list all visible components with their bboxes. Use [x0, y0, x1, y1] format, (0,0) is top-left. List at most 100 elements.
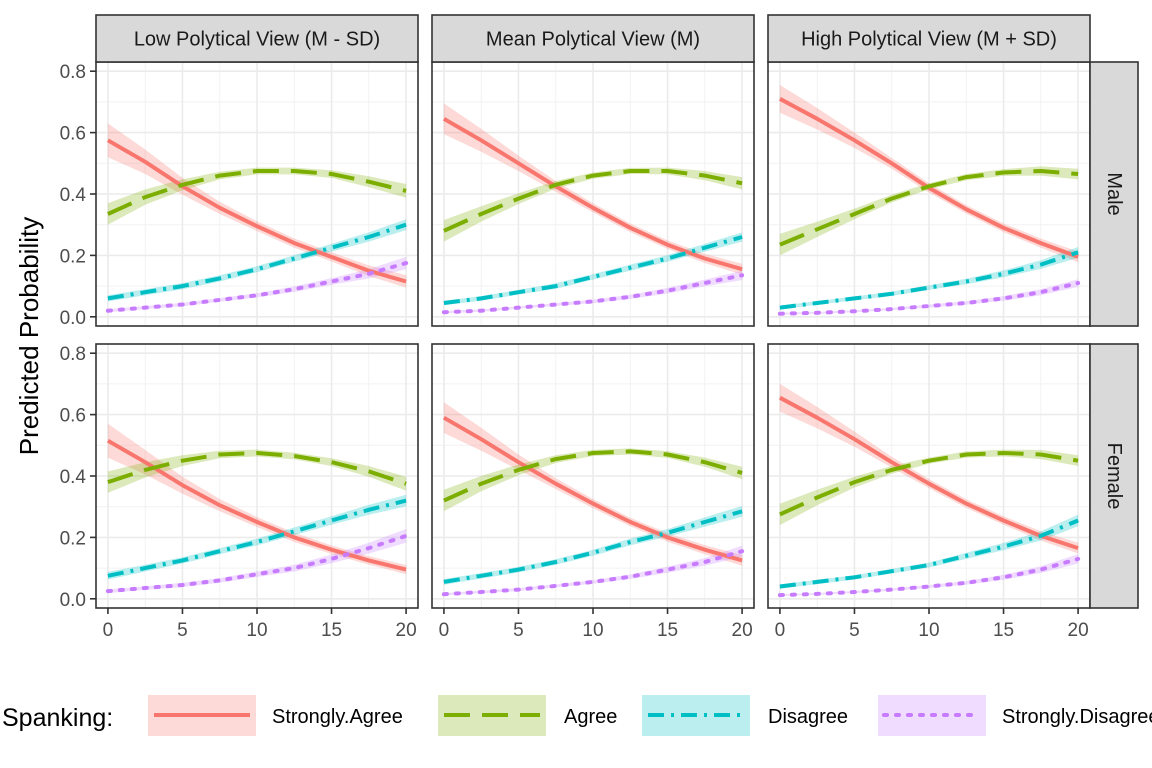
series-line-strongly-disagree	[105, 533, 409, 594]
panel-female-high-polytical-view-m-sd	[767, 343, 1091, 609]
y-tick-label: 0.6	[60, 406, 86, 427]
ci-band-agree	[779, 166, 1079, 256]
x-tick-label: 20	[732, 620, 753, 641]
series-line-disagree	[107, 222, 407, 301]
y-tick-label: 0.4	[60, 467, 87, 488]
panel-female-low-polytical-view-m-sd	[95, 343, 419, 609]
legend-item-agree: Agree	[438, 695, 617, 736]
legend: Spanking: Strongly.Agree Agree Disagree Str…	[2, 695, 1152, 736]
y-tick-label: 0.0	[60, 590, 86, 611]
legend-label: Strongly.Disagree	[1002, 706, 1152, 728]
legend-item-strongly-agree: Strongly.Agree	[148, 695, 403, 736]
legend-title: Spanking:	[2, 704, 113, 732]
ci-band-disagree	[443, 232, 743, 306]
strip-background	[95, 14, 419, 63]
series-line-disagree	[107, 498, 407, 578]
series-line-agree	[107, 169, 407, 216]
strip-label: Male	[1103, 172, 1125, 215]
x-tick-label: 0	[439, 620, 450, 641]
legend-item-strongly-disagree: Strongly.Disagree	[878, 695, 1152, 736]
strip-background	[767, 14, 1091, 63]
series-line-agree	[779, 169, 1079, 247]
strip-label: High Polytical View (M + SD)	[801, 29, 1057, 51]
series-line-disagree	[443, 509, 743, 584]
series-line-strongly-agree	[106, 138, 407, 284]
ci-band-agree	[443, 448, 743, 512]
x-tick-label: 20	[396, 620, 417, 641]
y-tick-label: 0.6	[60, 124, 86, 145]
ci-band-strongly-agree	[107, 423, 407, 575]
legend-label: Strongly.Agree	[272, 706, 403, 728]
series-line-strongly-agree	[442, 117, 743, 272]
ci-band-strongly-agree	[443, 402, 743, 566]
strip-label: Female	[1103, 443, 1125, 510]
axes: 0.0 0.2 0.4 0.6 0.8 0.0 0.2 0.4 0.6 0.8 0 5 10 15 20 0 5…	[60, 62, 1089, 641]
panels-layer	[95, 61, 1091, 609]
ci-band-agree	[107, 167, 407, 225]
series-line-strongly-disagree	[441, 273, 745, 315]
series-line-strongly-disagree	[441, 549, 745, 597]
y-tick-label: 0.2	[60, 246, 86, 267]
x-tick-label: 15	[657, 620, 678, 641]
y-tick-label: 0.8	[60, 344, 86, 365]
ci-band-disagree	[443, 505, 743, 585]
panel-male-low-polytical-view-m-sd	[95, 61, 419, 327]
panel-male-high-polytical-view-m-sd	[767, 61, 1091, 327]
series-line-strongly-disagree	[777, 281, 1081, 316]
series-line-agree	[443, 449, 743, 503]
ci-band-strongly-disagree	[107, 256, 407, 313]
x-tick-label: 10	[246, 620, 267, 641]
ci-band-disagree	[779, 514, 1079, 589]
strip-background	[1089, 61, 1139, 327]
y-tick-label: 0.8	[60, 62, 86, 83]
x-tick-label: 15	[321, 620, 342, 641]
series-line-disagree	[443, 235, 743, 305]
strip-label: Low Polytical View (M - SD)	[134, 29, 380, 51]
x-tick-label: 10	[918, 620, 939, 641]
x-axis-mean-polytical-view-m: 0 5 10 15 20	[439, 608, 753, 641]
series-line-agree	[107, 451, 407, 486]
strip-background	[1089, 343, 1139, 609]
strip-male: Male	[1089, 61, 1139, 327]
y-axis-title: Predicted Probability	[14, 217, 44, 455]
ci-band-disagree	[779, 247, 1079, 310]
series-line-strongly-agree	[442, 415, 743, 563]
y-axis-male: 0.0 0.2 0.4 0.6 0.8	[60, 62, 96, 329]
x-tick-label: 0	[103, 620, 114, 641]
panel-male-mean-polytical-view-m	[431, 61, 755, 327]
x-axis-low-polytical-view-m-sd: 0 5 10 15 20	[103, 608, 417, 641]
strip-low-polytical-view-m-sd: Low Polytical View (M - SD)	[95, 14, 419, 63]
y-tick-label: 0.4	[60, 185, 87, 206]
series-line-agree	[443, 169, 743, 233]
series-line-strongly-disagree	[105, 261, 409, 313]
series-line-strongly-disagree	[777, 556, 1081, 598]
series-line-strongly-agree	[778, 395, 1079, 551]
strip-background	[431, 14, 755, 63]
x-tick-label: 0	[775, 620, 786, 641]
y-tick-label: 0.0	[60, 308, 86, 329]
ci-band-strongly-agree	[443, 103, 743, 275]
strip-label: Mean Polytical View (M)	[486, 29, 700, 51]
strip-high-polytical-view-m-sd: High Polytical View (M + SD)	[767, 14, 1091, 63]
panel-female-mean-polytical-view-m	[431, 343, 755, 609]
ci-band-disagree	[107, 219, 407, 302]
strip-mean-polytical-view-m: Mean Polytical View (M)	[431, 14, 755, 63]
series-line-strongly-agree	[106, 438, 407, 572]
x-tick-label: 5	[849, 620, 860, 641]
x-tick-label: 5	[177, 620, 188, 641]
legend-item-disagree: Disagree	[642, 695, 848, 736]
legend-label: Agree	[564, 706, 617, 728]
x-tick-label: 5	[513, 620, 524, 641]
x-tick-label: 20	[1068, 620, 1089, 641]
x-tick-label: 15	[993, 620, 1014, 641]
x-tick-label: 10	[582, 620, 603, 641]
series-line-agree	[779, 451, 1079, 517]
strip-female: Female	[1089, 343, 1139, 609]
x-axis-high-polytical-view-m-sd: 0 5 10 15 20	[775, 608, 1089, 641]
y-tick-label: 0.2	[60, 528, 86, 549]
ci-band-agree	[443, 167, 743, 242]
y-axis-female: 0.0 0.2 0.4 0.6 0.8	[60, 344, 96, 611]
facet-strips: Low Polytical View (M - SD) Mean Polytica…	[95, 14, 1139, 609]
legend-label: Disagree	[768, 706, 848, 728]
